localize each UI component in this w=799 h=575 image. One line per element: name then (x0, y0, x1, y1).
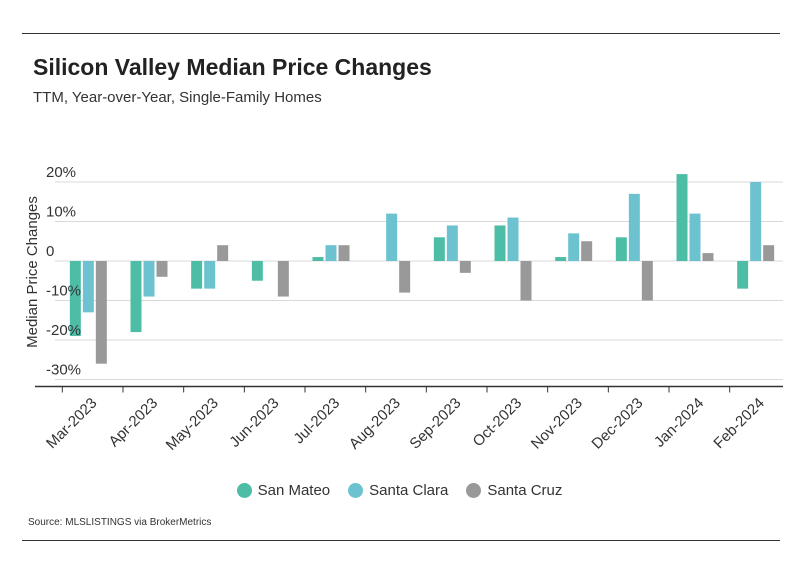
bars-layer (69, 174, 775, 364)
bar-santa-cruz (520, 261, 532, 301)
y-tick-label: -20% (46, 322, 81, 339)
y-axis-label: Median Price Changes (24, 196, 41, 348)
bar-santa-cruz (156, 261, 168, 277)
chart-area: 20% 10% 0 -10% -20% -30% Mar-2023 Apr-2023 May-2… (24, 164, 783, 454)
x-tick-label: May-2023 (163, 395, 222, 454)
bar-santa-cruz (95, 261, 107, 364)
legend-swatch (236, 483, 252, 498)
grid-layer (55, 181, 783, 380)
bar-san-mateo (251, 261, 263, 281)
bar-santa-cruz (763, 245, 775, 261)
bar-san-mateo (555, 257, 567, 261)
y-tick-label: -10% (46, 283, 81, 300)
bar-santa-cruz (399, 261, 411, 293)
bar-santa-clara (82, 261, 94, 313)
bottom-rule (22, 540, 780, 541)
bar-santa-clara (568, 233, 580, 261)
bar-santa-cruz (581, 241, 593, 261)
x-tick-label: Apr-2023 (106, 395, 162, 451)
y-tick-label: -30% (46, 362, 81, 379)
bar-santa-clara (507, 217, 519, 261)
y-tick-label: 10% (46, 204, 76, 221)
bar-santa-cruz (217, 245, 229, 261)
bar-san-mateo (615, 237, 627, 261)
bar-santa-clara (386, 213, 398, 261)
legend-item: San Mateo (236, 482, 331, 499)
bar-san-mateo (312, 257, 324, 261)
chart-title: Silicon Valley Median Price Changes (33, 54, 432, 80)
bar-san-mateo (191, 261, 203, 289)
bar-santa-clara (689, 213, 701, 261)
legend-label: Santa Cruz (487, 482, 563, 499)
x-tick-label: Jan-2024 (651, 395, 707, 451)
y-tick-label: 20% (46, 164, 76, 181)
x-tick-label: Mar-2023 (43, 395, 100, 452)
legend-swatch (466, 483, 482, 498)
bar-santa-cruz (702, 253, 714, 261)
top-rule (22, 33, 780, 34)
bar-santa-cruz (641, 261, 653, 301)
bar-san-mateo (433, 237, 445, 261)
bar-santa-cruz (459, 261, 471, 273)
x-tick-label: Aug-2023 (346, 395, 404, 453)
bar-san-mateo (737, 261, 749, 289)
legend-swatch (348, 483, 364, 498)
bar-santa-clara (446, 225, 458, 261)
legend-label: San Mateo (257, 482, 331, 499)
legend-item: Santa Clara (348, 482, 448, 499)
x-tick-label: Nov-2023 (528, 395, 586, 453)
bar-san-mateo (130, 261, 142, 333)
bar-santa-clara (143, 261, 155, 297)
x-tick-label: Oct-2023 (470, 395, 526, 451)
y-tick-label: 0 (46, 243, 54, 260)
x-tick-label: Sep-2023 (406, 395, 464, 453)
legend-label: Santa Clara (369, 482, 449, 499)
legend-item: Santa Cruz (466, 482, 562, 499)
x-tick-label: Dec-2023 (589, 395, 647, 453)
bar-san-mateo (676, 174, 688, 261)
bar-santa-clara (628, 193, 640, 261)
axis-layer: 20% 10% 0 -10% -20% -30% Mar-2023 Apr-2023 May-2… (35, 164, 783, 454)
bar-santa-cruz (338, 245, 350, 261)
chart-subtitle: TTM, Year-over-Year, Single-Family Homes (33, 89, 322, 106)
bar-san-mateo (494, 225, 506, 261)
bar-santa-cruz (277, 261, 289, 297)
bar-santa-clara (204, 261, 216, 289)
x-tick-label: Jun-2023 (226, 395, 282, 451)
bar-santa-clara (750, 182, 762, 261)
bar-santa-clara (325, 245, 337, 261)
x-tick-label: Feb-2024 (710, 395, 767, 452)
legend: San Mateo Santa Clara Santa Cruz (0, 482, 799, 499)
bar-san-mateo (69, 261, 81, 337)
source-note: Source: MLSLISTINGS via BrokerMetrics (28, 517, 212, 528)
x-tick-label: Jul-2023 (290, 395, 343, 448)
